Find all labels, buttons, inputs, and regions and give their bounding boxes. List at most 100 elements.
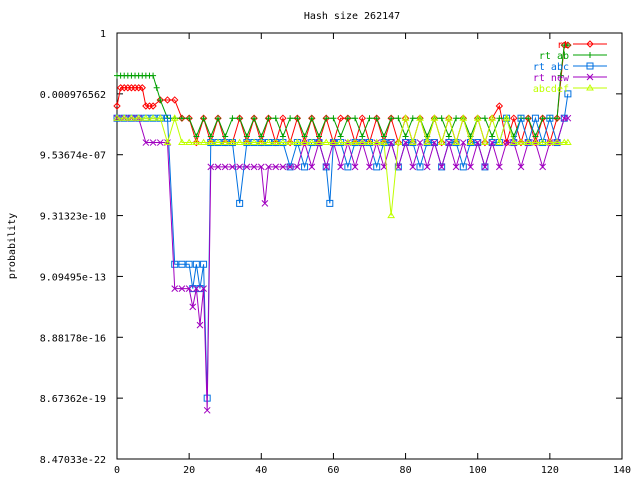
data-point	[438, 163, 446, 171]
data-point	[170, 114, 179, 121]
data-point	[337, 133, 344, 140]
data-point	[452, 163, 460, 171]
data-point	[113, 114, 121, 121]
x-tick-label: 40	[255, 465, 267, 476]
data-point	[423, 138, 432, 146]
data-point	[134, 114, 143, 121]
data-point	[430, 139, 438, 147]
data-point	[127, 114, 136, 121]
data-point	[481, 163, 489, 171]
data-point	[444, 114, 453, 121]
data-point	[300, 138, 309, 146]
data-point	[153, 84, 160, 91]
data-point	[214, 163, 222, 171]
data-point	[308, 163, 316, 171]
data-point	[445, 114, 453, 122]
data-point	[554, 115, 561, 122]
x-tick-label: 100	[469, 465, 487, 476]
series-line	[116, 44, 568, 145]
data-point	[250, 138, 258, 146]
plot-frame	[116, 32, 623, 460]
data-point	[438, 163, 445, 171]
data-point	[517, 114, 525, 122]
data-point	[466, 138, 475, 146]
data-point	[503, 139, 510, 146]
y-tick-label: 8.88178e-16	[40, 333, 106, 344]
data-point	[395, 115, 402, 122]
data-point	[250, 163, 258, 171]
data-point	[236, 115, 243, 122]
data-point	[467, 163, 474, 171]
data-point	[524, 138, 533, 146]
series-line	[117, 44, 568, 138]
data-point	[488, 114, 497, 121]
series-line	[117, 117, 568, 411]
data-point	[215, 115, 221, 122]
data-point	[329, 138, 338, 146]
data-point	[316, 133, 322, 140]
data-point	[229, 163, 236, 171]
data-point	[300, 138, 309, 147]
data-point	[157, 96, 164, 103]
data-point	[351, 163, 359, 171]
data-point	[358, 138, 367, 146]
x-tick-label: 20	[183, 465, 195, 476]
data-point	[192, 138, 201, 146]
y-axis-label: probability	[7, 213, 18, 279]
data-point	[359, 133, 366, 140]
data-point	[293, 138, 302, 146]
data-point	[196, 321, 204, 329]
data-point	[423, 163, 431, 171]
data-point	[207, 133, 214, 140]
data-point	[557, 72, 564, 79]
data-point	[315, 138, 323, 146]
data-point	[344, 115, 351, 122]
data-point	[408, 138, 417, 146]
data-point	[301, 163, 309, 171]
y-tick-label: 8.67362e-19	[40, 394, 106, 405]
data-point	[207, 163, 215, 171]
data-point	[481, 163, 489, 171]
legend-label: rt abc	[533, 62, 569, 73]
data-point	[430, 114, 439, 121]
data-point	[243, 163, 251, 171]
data-point	[200, 285, 207, 292]
data-point	[380, 138, 388, 146]
y-tick-label: 1	[100, 29, 106, 40]
series-group	[113, 41, 572, 414]
data-point	[156, 139, 164, 146]
data-point	[358, 114, 366, 122]
data-point	[286, 163, 294, 171]
data-point	[336, 114, 345, 122]
axis-ticks: 0 20 40 60 80 100 120 140 1 0.000976562 9.53674e-0…	[40, 29, 631, 476]
data-point	[474, 139, 482, 146]
data-point	[337, 163, 344, 171]
data-point	[236, 163, 243, 171]
data-point	[242, 138, 251, 146]
data-point	[113, 102, 121, 110]
data-point	[221, 138, 230, 146]
data-point	[546, 114, 554, 122]
legend-label: rt new	[533, 73, 570, 84]
data-point	[517, 138, 525, 147]
data-point	[365, 138, 374, 146]
data-point	[322, 163, 330, 171]
data-point	[322, 138, 331, 146]
data-point	[509, 138, 518, 146]
data-point	[488, 139, 496, 146]
data-point	[481, 138, 489, 146]
data-point	[546, 138, 554, 147]
data-point	[192, 260, 200, 268]
data-point	[200, 115, 207, 122]
data-point	[150, 72, 157, 79]
data-point	[171, 96, 179, 104]
series-2	[113, 90, 572, 402]
data-point	[308, 115, 315, 122]
data-point	[171, 260, 179, 268]
data-point	[553, 138, 561, 146]
data-point	[525, 115, 532, 122]
data-point	[437, 138, 446, 147]
data-point	[401, 114, 410, 122]
data-point	[496, 163, 503, 171]
